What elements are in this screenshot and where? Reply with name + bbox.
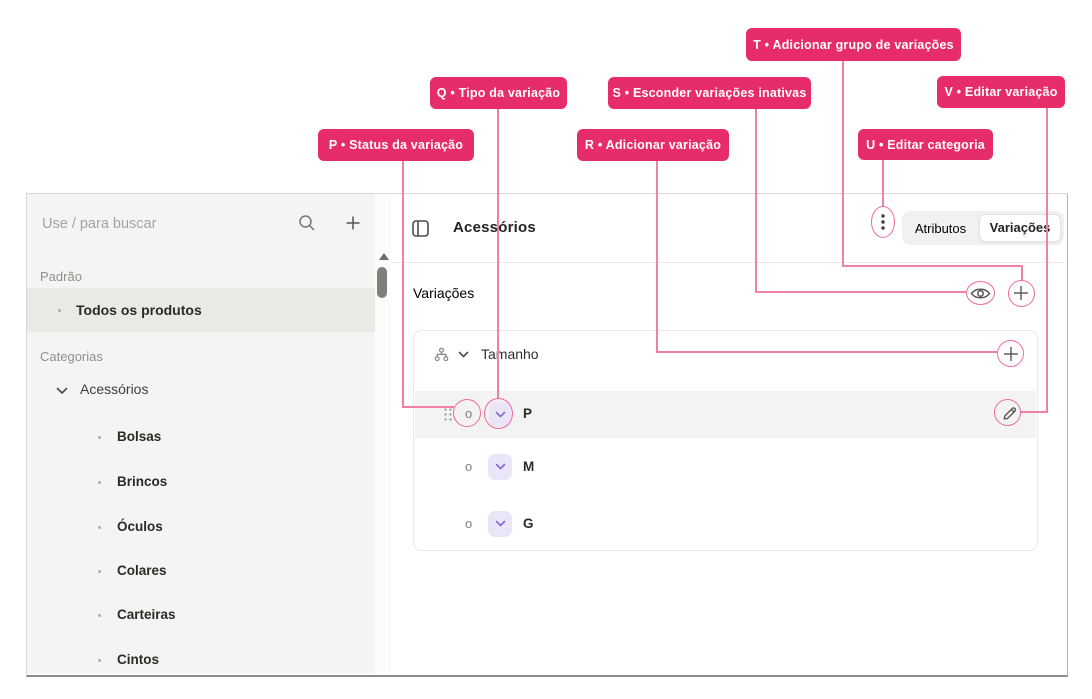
drag-handle-icon[interactable] — [443, 407, 453, 422]
highlight-circle-type — [484, 398, 513, 429]
connector-line-u — [882, 160, 884, 207]
connector-line-p — [402, 406, 454, 408]
scrollbar-thumb[interactable] — [377, 267, 387, 298]
add-product-icon[interactable] — [345, 215, 361, 231]
group-collapse-icon[interactable] — [458, 351, 469, 359]
chevron-down-icon[interactable] — [56, 387, 68, 395]
header-divider — [391, 262, 1065, 263]
shortcut-badge-r: R • Adicionar variação — [577, 129, 729, 161]
variation-status[interactable]: o — [465, 516, 473, 531]
shortcut-badge-p: P • Status da variação — [318, 129, 474, 161]
search-input[interactable] — [40, 210, 284, 238]
sidebar-item-cintos[interactable]: Cintos — [27, 651, 375, 681]
tab-group: Atributos Variações — [902, 211, 1064, 245]
search-icon[interactable] — [298, 214, 316, 232]
sidebar-scrollbar[interactable] — [375, 194, 391, 673]
variation-label: P — [523, 406, 533, 421]
sidebar-item-brincos[interactable]: Brincos — [27, 473, 375, 503]
shortcut-badge-u: U • Editar categoria — [858, 129, 993, 160]
connector-line-s — [755, 291, 966, 293]
sidebar-section-categories: Categorias — [40, 349, 103, 364]
variation-row-p[interactable]: o P — [415, 391, 1036, 438]
highlight-circle-edit — [994, 399, 1021, 426]
connector-line-q — [497, 109, 499, 399]
connector-line-r — [656, 161, 658, 353]
panel-toggle-icon[interactable] — [412, 220, 429, 237]
highlight-circle-add-group — [1008, 280, 1035, 307]
sidebar — [27, 194, 375, 673]
section-title: Variações — [413, 285, 475, 301]
shortcut-badge-s: S • Esconder variações inativas — [608, 77, 811, 109]
sidebar-item-oculos[interactable]: Óculos — [27, 518, 375, 548]
sidebar-item-todos-os-produtos[interactable]: Todos os produtos — [27, 288, 375, 332]
variation-row-g[interactable]: o G — [415, 494, 1036, 550]
variation-label: M — [523, 459, 535, 474]
scroll-up-arrow[interactable] — [379, 253, 389, 260]
sitemap-icon — [434, 347, 449, 362]
sidebar-item-carteiras[interactable]: Carteiras — [27, 606, 375, 636]
connector-line-s — [755, 109, 757, 293]
variation-label: G — [523, 516, 534, 531]
sidebar-item-acessorios[interactable]: Acessórios — [27, 380, 375, 412]
connector-line-p — [402, 161, 404, 408]
variation-type-chip[interactable] — [488, 454, 512, 480]
connector-line-t — [842, 265, 1023, 267]
variation-row-m[interactable]: o M — [415, 438, 1036, 494]
sidebar-item-bolsas[interactable]: Bolsas — [27, 428, 375, 458]
connector-line-v — [1046, 108, 1048, 413]
shortcut-badge-q: Q • Tipo da variação — [430, 77, 567, 109]
connector-line-t — [842, 61, 844, 267]
variation-group-card: Tamanho o — [413, 330, 1038, 551]
highlight-circle-status — [453, 399, 481, 427]
bullet-icon — [58, 309, 61, 312]
highlight-circle-add-variation — [997, 340, 1024, 367]
tab-atributos[interactable]: Atributos — [914, 220, 967, 236]
group-name: Tamanho — [481, 346, 539, 362]
sidebar-item-colares[interactable]: Colares — [27, 562, 375, 592]
variation-status[interactable]: o — [465, 459, 473, 474]
tab-variacoes[interactable]: Variações — [979, 214, 1061, 242]
connector-line-r — [656, 351, 997, 353]
connector-line-t — [1021, 265, 1023, 281]
shortcut-badge-v: V • Editar variação — [937, 76, 1065, 108]
app-window: Padrão Todos os produtos Categorias Aces… — [26, 193, 1068, 677]
connector-line-v — [1021, 411, 1048, 413]
highlight-circle-menu — [871, 206, 895, 238]
variation-type-chip[interactable] — [488, 511, 512, 537]
sidebar-section-default: Padrão — [40, 269, 82, 284]
shortcut-badge-t: T • Adicionar grupo de variações — [746, 28, 961, 61]
page-title: Acessórios — [453, 219, 536, 236]
highlight-circle-eye — [966, 281, 995, 305]
